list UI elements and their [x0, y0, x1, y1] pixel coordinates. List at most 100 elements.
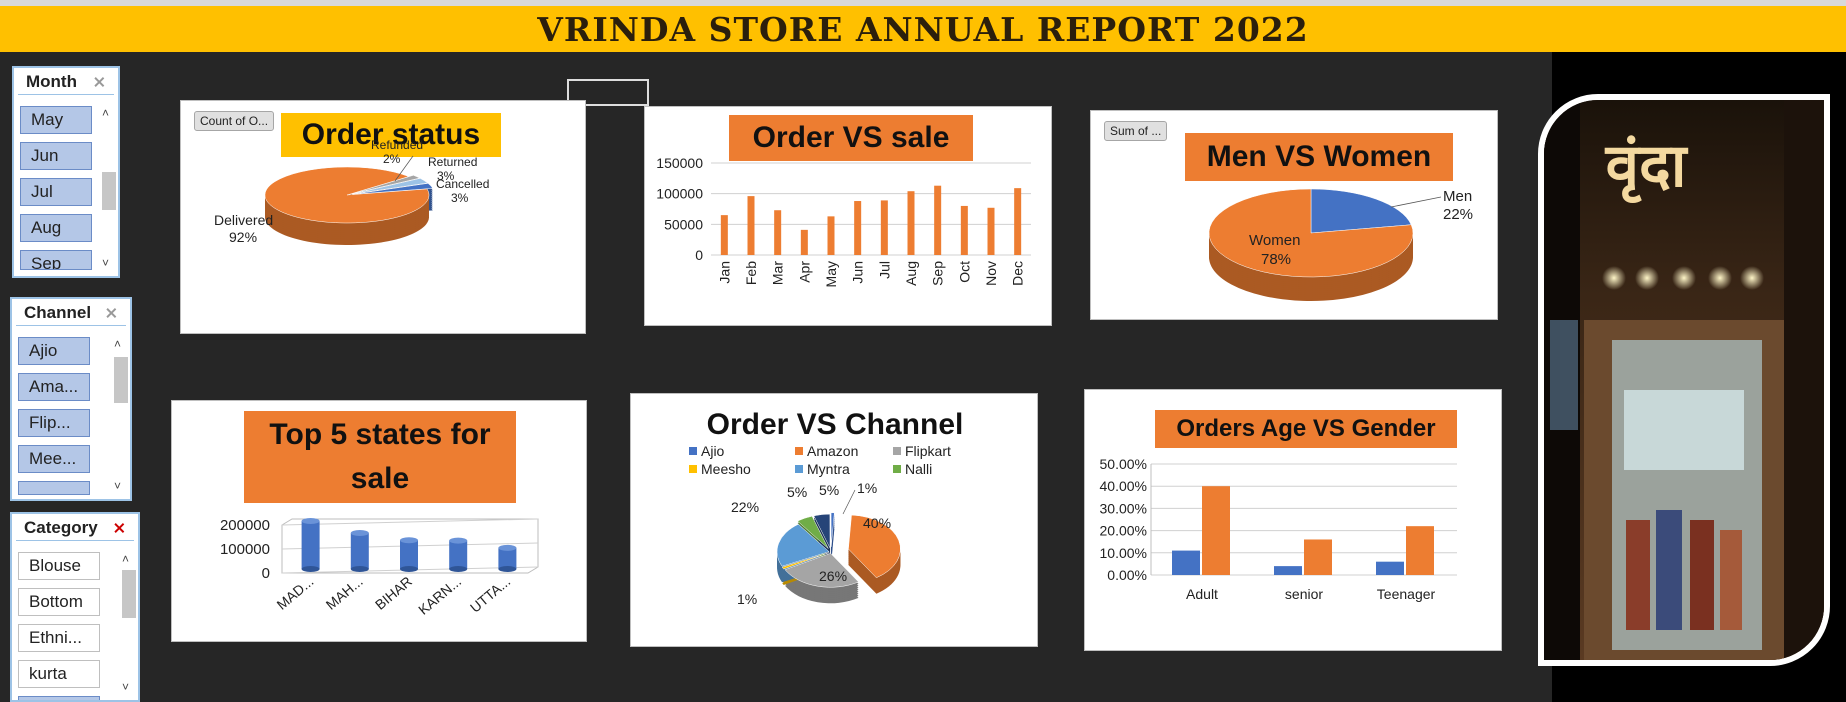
slicer-scrollbar[interactable]: ˄ ˅: [112, 335, 130, 495]
bar: [498, 547, 517, 569]
svg-text:वृंदा: वृंदा: [1605, 131, 1689, 204]
legend-label: Flipkart: [905, 443, 951, 459]
bar: [907, 191, 915, 255]
age-vs-gender-chart[interactable]: Orders Age VS Gender 0.00% 10.00% 20.00% 30…: [1084, 389, 1502, 651]
bar-base: [400, 566, 418, 572]
slicer-item[interactable]: Bottom: [18, 588, 100, 616]
y-tick-label: 10.00%: [1100, 545, 1147, 561]
bar: [827, 216, 835, 255]
slicer-item[interactable]: Ajio: [18, 337, 90, 365]
scroll-up-icon[interactable]: ˄: [102, 106, 110, 120]
scroll-up-icon[interactable]: ˄: [122, 552, 130, 566]
bar: [1202, 486, 1230, 575]
pie-slice: [351, 175, 421, 194]
y-tick-label: 30.00%: [1100, 500, 1147, 516]
x-tick-label: Oct: [956, 261, 972, 283]
slicer-item[interactable]: Mee...: [18, 445, 90, 473]
pie-slice: [264, 166, 430, 224]
selected-cell[interactable]: [567, 79, 649, 106]
slicer-item[interactable]: Ama...: [18, 373, 90, 401]
chart-title: Orders Age VS Gender: [1155, 410, 1457, 448]
slicer-item[interactable]: Blouse: [18, 552, 100, 580]
data-label: 5%: [819, 482, 839, 498]
legend-swatch: [689, 465, 697, 473]
chart-title: Men VS Women: [1185, 133, 1453, 181]
channel-slicer[interactable]: Channel ⨯ Ajio Ama... Flip... Mee... ˄ ˅: [10, 297, 132, 501]
data-label: 92%: [229, 229, 257, 245]
bar: [720, 215, 728, 255]
x-tick-label: MAH...: [323, 573, 366, 613]
data-label: 5%: [787, 484, 807, 500]
scroll-thumb[interactable]: [122, 570, 136, 618]
clear-filter-icon[interactable]: ⨯: [104, 305, 118, 322]
order-vs-sale-chart[interactable]: Order VS sale 0 50000 100000 150000 Jan Feb Ma…: [644, 106, 1052, 326]
bar-cap: [400, 537, 418, 544]
slicer-item[interactable]: kurta: [18, 660, 100, 688]
scroll-down-icon[interactable]: ˅: [102, 256, 110, 270]
x-tick-label: May: [823, 261, 839, 287]
slicer-header: Month ⨯: [18, 68, 114, 95]
pie-slice: [776, 523, 830, 567]
category-slicer[interactable]: Category ⨯ Blouse Bottom Ethni... kurta ˄…: [10, 512, 140, 702]
data-label: Delivered: [214, 212, 273, 228]
clear-filter-icon[interactable]: ⨯: [112, 520, 126, 537]
slicer-item[interactable]: Ethni...: [18, 624, 100, 652]
data-label: 1%: [857, 480, 877, 496]
x-tick-label: Jun: [850, 261, 866, 284]
scroll-down-icon[interactable]: ˅: [122, 680, 130, 694]
data-label: Refunded: [371, 138, 423, 152]
report-title: Vrinda Store Annual Report 2022: [537, 9, 1309, 49]
slicer-item[interactable]: May: [20, 106, 92, 134]
y-tick-label: 0: [262, 565, 270, 582]
bar: [1172, 550, 1200, 575]
slicer-item[interactable]: Flip...: [18, 409, 90, 437]
data-label: 26%: [819, 568, 847, 584]
pie-slice: [1208, 188, 1414, 278]
x-tick-label: Apr: [796, 261, 812, 283]
bar-cap: [350, 530, 369, 536]
pie-slice: [784, 552, 859, 588]
clear-filter-icon[interactable]: ⨯: [92, 74, 106, 91]
scroll-thumb[interactable]: [102, 172, 116, 210]
men-vs-women-chart[interactable]: Sum of ... Men VS Women Men 22% Women 78%: [1090, 110, 1498, 320]
scroll-thumb[interactable]: [114, 357, 128, 403]
data-label: 1%: [737, 591, 757, 607]
bar: [1304, 539, 1332, 575]
top-states-chart[interactable]: Top 5 states for sale 0 100000 200000 MAD..…: [171, 400, 587, 642]
x-tick-label: Nov: [983, 261, 999, 286]
top-strip: [0, 0, 1846, 6]
bar: [301, 521, 320, 569]
slicer-item[interactable]: Sep: [20, 250, 92, 270]
bar: [854, 201, 862, 255]
report-banner: Vrinda Store Annual Report 2022: [0, 6, 1846, 52]
field-button[interactable]: Count of O...: [194, 111, 275, 131]
legend-swatch: [893, 447, 901, 455]
bar: [350, 533, 369, 569]
x-tick-label: UTTA...: [467, 573, 513, 616]
bar-cap: [449, 537, 468, 544]
chart-canvas: 0 100000 200000 MAD... MAH... BIHAR KARN... UTT…: [220, 517, 539, 618]
bar: [1014, 188, 1022, 255]
chart-canvas: Ajio Amazon Flipkart Meesho Myntra Nalli 40% 26…: [689, 443, 951, 607]
slicer-scrollbar[interactable]: ˄ ˅: [100, 104, 118, 272]
bar-base: [449, 566, 468, 572]
scroll-down-icon[interactable]: ˅: [114, 479, 122, 493]
slicer-item[interactable]: Aug: [20, 214, 92, 242]
bar: [880, 200, 888, 255]
slicer-item[interactable]: Jun: [20, 142, 92, 170]
slicer-item[interactable]: Jul: [20, 178, 92, 206]
bar: [1376, 561, 1404, 575]
month-slicer[interactable]: Month ⨯ May Jun Jul Aug Sep ˄ ˅: [12, 66, 120, 278]
field-button[interactable]: Sum of ...: [1104, 121, 1168, 141]
slicer-item[interactable]: [18, 481, 90, 495]
chart-title: Order status: [281, 113, 501, 157]
slicer-item[interactable]: [18, 696, 100, 700]
scroll-up-icon[interactable]: ˄: [114, 337, 122, 351]
order-vs-channel-chart[interactable]: Order VS Channel Ajio Amazon Flipkart Meesh…: [630, 393, 1038, 647]
data-label: 3%: [451, 191, 469, 205]
slicer-scrollbar[interactable]: ˄ ˅: [120, 550, 138, 696]
chart-title: Order VS sale: [729, 115, 973, 161]
data-label: 22%: [1443, 206, 1473, 223]
order-status-chart[interactable]: Count of O... Order status Refunded 2% Ret…: [180, 100, 586, 334]
